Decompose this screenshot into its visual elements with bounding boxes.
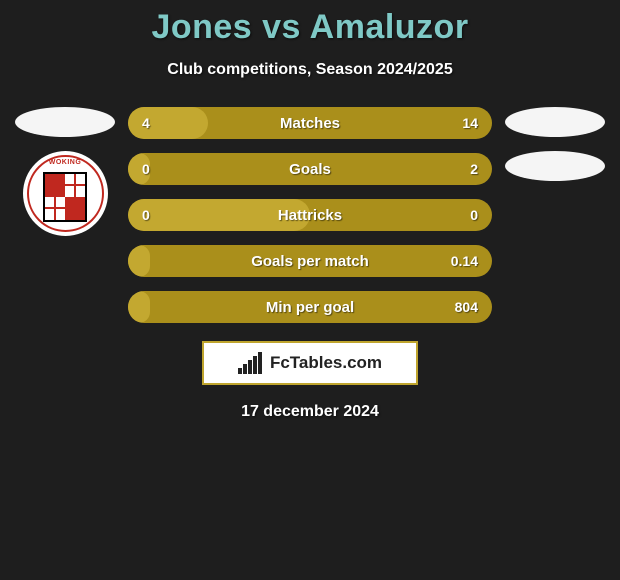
brand-chart-icon <box>238 352 264 374</box>
stat-value-left: 0 <box>142 161 150 177</box>
page-title: Jones vs Amaluzor <box>0 8 620 47</box>
main-row: WOKING 4 Matches 14 0 Goals 2 0 Hattricks 0 Goals… <box>0 107 620 323</box>
stat-value-right: 804 <box>455 299 478 315</box>
stat-value-right: 0 <box>470 207 478 223</box>
stat-fill-left <box>128 291 150 323</box>
stat-fill-left <box>128 245 150 277</box>
stat-bar: Goals per match 0.14 <box>128 245 492 277</box>
player-oval <box>505 107 605 137</box>
stat-fill-left <box>128 107 208 139</box>
player-oval <box>15 107 115 137</box>
crest-shield <box>43 172 87 222</box>
subtitle: Club competitions, Season 2024/2025 <box>0 61 620 79</box>
club-crest: WOKING <box>23 151 108 236</box>
stat-value-right: 0.14 <box>451 253 478 269</box>
left-player-column: WOKING <box>10 107 120 236</box>
stat-label: Matches <box>280 115 340 132</box>
stat-label: Goals <box>289 161 331 178</box>
stat-value-right: 14 <box>462 115 478 131</box>
player-oval <box>505 151 605 181</box>
stat-bar: 0 Goals 2 <box>128 153 492 185</box>
stat-bar: Min per goal 804 <box>128 291 492 323</box>
right-player-column <box>500 107 610 181</box>
stat-label: Goals per match <box>251 253 369 270</box>
stat-bar: 4 Matches 14 <box>128 107 492 139</box>
stat-label: Min per goal <box>266 299 354 316</box>
brand-text: FcTables.com <box>270 353 382 373</box>
stat-bar: 0 Hattricks 0 <box>128 199 492 231</box>
date-label: 17 december 2024 <box>0 403 620 421</box>
infographic-container: Jones vs Amaluzor Club competitions, Sea… <box>0 0 620 421</box>
stat-value-left: 0 <box>142 207 150 223</box>
stats-column: 4 Matches 14 0 Goals 2 0 Hattricks 0 Goals per ma… <box>120 107 500 323</box>
crest-text: WOKING <box>49 159 82 166</box>
stat-value-left: 4 <box>142 115 150 131</box>
stat-value-right: 2 <box>470 161 478 177</box>
stat-label: Hattricks <box>278 207 342 224</box>
brand-box[interactable]: FcTables.com <box>202 341 418 385</box>
